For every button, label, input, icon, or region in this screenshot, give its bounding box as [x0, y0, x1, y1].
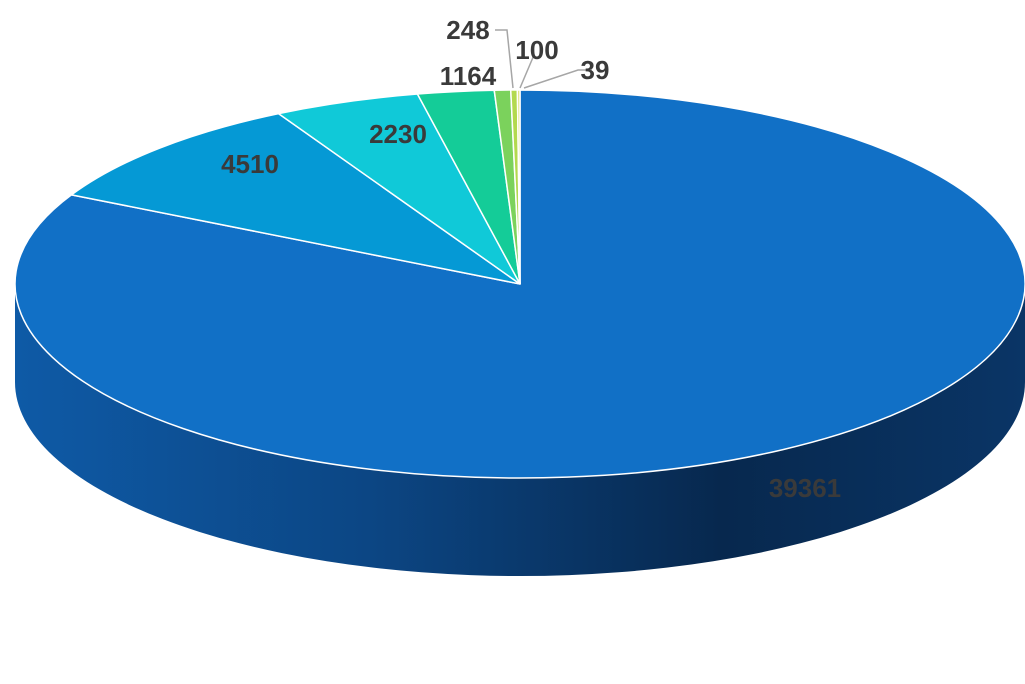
data-label-1164: 1164 [440, 61, 497, 91]
data-label-4510: 4510 [221, 149, 279, 179]
data-label-100: 100 [515, 35, 558, 65]
pie-side-wall [15, 284, 1025, 576]
leader-line-248 [495, 29, 514, 89]
data-label-2230: 2230 [369, 119, 427, 149]
data-label-39: 39 [581, 55, 610, 85]
pie-slices [14, 89, 1025, 479]
leader-line-100 [519, 54, 535, 89]
data-label-39361: 39361 [769, 473, 841, 503]
data-label-248: 248 [446, 15, 489, 45]
pie-slice-4510 [69, 112, 521, 285]
leader-line-39 [523, 69, 592, 89]
pie-slice-39 [516, 89, 521, 285]
data-labels: 39361 4510 2230 1164 248 100 39 [221, 15, 841, 503]
leader-lines [495, 29, 592, 89]
